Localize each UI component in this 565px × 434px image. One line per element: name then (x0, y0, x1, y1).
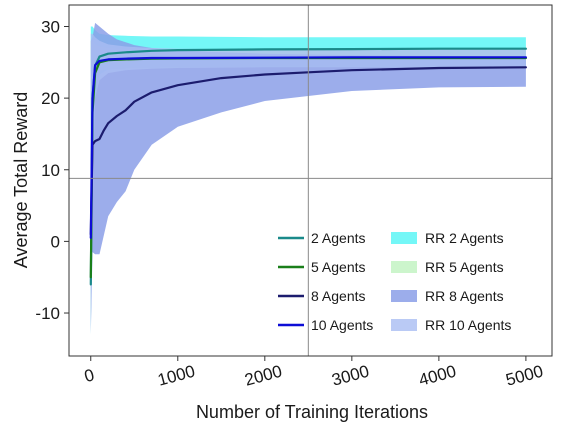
legend-swatch (391, 319, 417, 331)
series-lines (89, 47, 528, 286)
legend-swatch (391, 232, 417, 244)
reference-lines (69, 5, 552, 356)
plot-frame (68, 4, 553, 357)
legend-item-rr-2-agents: RR 2 Agents (391, 230, 504, 246)
legend-label: RR 2 Agents (425, 230, 504, 246)
series-line-8-agents (89, 66, 528, 236)
legend: 2 Agents 5 Agents 8 Agents 10 Agents RR 2 Ag… (278, 230, 511, 333)
legend-item-rr-10-agents: RR 10 Agents (391, 317, 511, 333)
legend-item-2-agents: 2 Agents (278, 230, 366, 246)
legend-item-rr-5-agents: RR 5 Agents (391, 259, 504, 275)
legend-swatch (391, 290, 417, 302)
y-axis-label: Average Total Reward (11, 92, 31, 268)
y-tick-label: -10 (35, 304, 60, 323)
x-axis-label: Number of Training Iterations (196, 402, 428, 422)
legend-swatch (391, 261, 417, 273)
legend-item-rr-8-agents: RR 8 Agents (391, 288, 504, 304)
y-tick-label: 10 (41, 161, 60, 180)
x-tick-label: 0 (82, 365, 96, 386)
legend-label: RR 10 Agents (425, 317, 511, 333)
band-rr-8-agents (90, 22, 526, 335)
y-tick-label: 20 (41, 89, 60, 108)
band-rr-10-agents (90, 33, 526, 328)
legend-label: 2 Agents (311, 230, 366, 246)
legend-label: 8 Agents (311, 288, 366, 304)
y-tick-label: 30 (41, 17, 60, 36)
legend-label: RR 8 Agents (425, 288, 504, 304)
legend-label: 5 Agents (311, 259, 366, 275)
legend-item-10-agents: 10 Agents (278, 317, 373, 333)
legend-item-8-agents: 8 Agents (278, 288, 366, 304)
legend-label: RR 5 Agents (425, 259, 504, 275)
y-tick-label: 0 (51, 232, 60, 251)
legend-item-5-agents: 5 Agents (278, 259, 366, 275)
series-line-10-agents (89, 56, 528, 239)
legend-label: 10 Agents (311, 317, 373, 333)
